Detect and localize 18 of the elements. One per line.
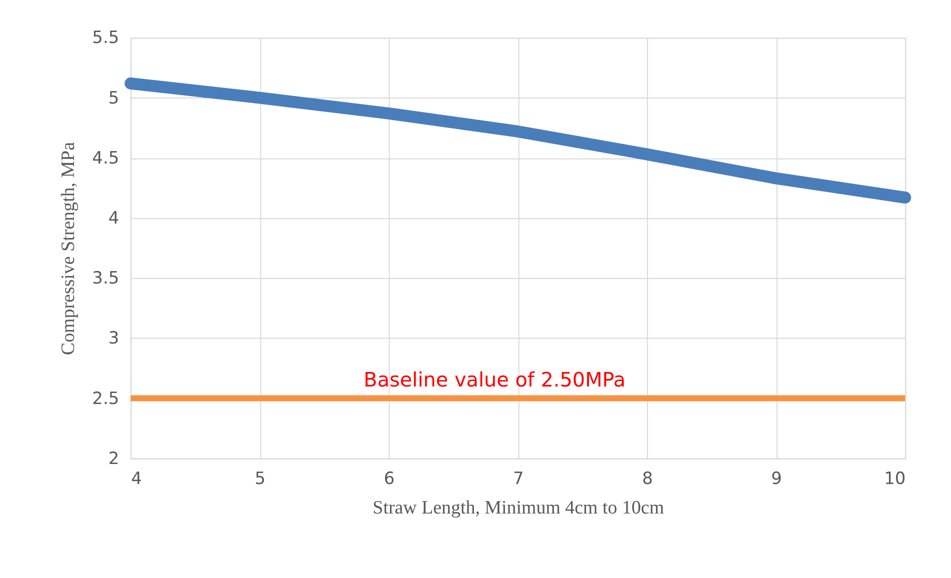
y-tick-label: 5 xyxy=(108,87,120,108)
y-tick-label: 4 xyxy=(108,207,120,228)
y-tick-label: 3 xyxy=(108,328,120,348)
x-tick-label: 10 xyxy=(884,468,906,488)
y-tick-label: 5.5 xyxy=(92,27,120,48)
ref-line-label: Baseline value of 2.50MPa xyxy=(364,368,626,392)
x-tick-label: 6 xyxy=(384,468,395,488)
y-axis-title: Compressive Strength, MPa xyxy=(58,141,80,356)
x-tick-label: 7 xyxy=(512,468,524,488)
x-tick-label: 8 xyxy=(642,468,653,488)
y-tick-label: 2 xyxy=(108,448,120,468)
y-tick-label: 2.5 xyxy=(92,388,120,408)
x-axis-title: Straw Length, Minimum 4cm to 10cm xyxy=(372,498,664,519)
x-tick-label: 5 xyxy=(254,468,266,488)
y-tick-label: 3.5 xyxy=(92,268,120,288)
x-tick-label: 4 xyxy=(131,468,142,488)
y-tick-label: 4.5 xyxy=(92,147,120,168)
x-tick-label: 9 xyxy=(771,468,782,488)
